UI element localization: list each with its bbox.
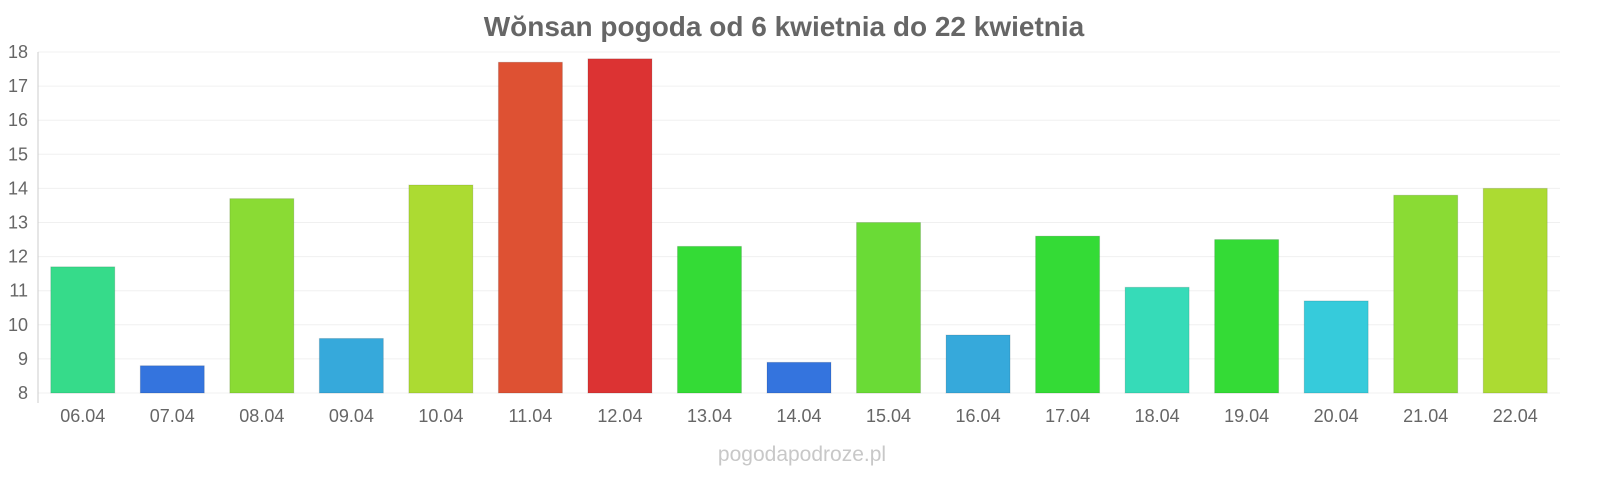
bar-19.04[interactable] [1214, 239, 1280, 394]
x-tick-label: 07.04 [150, 406, 195, 426]
x-tick-label: 16.04 [956, 406, 1001, 426]
x-tick-label: 13.04 [687, 406, 732, 426]
bar-11.04[interactable] [497, 61, 563, 394]
y-tick-label: 17 [8, 76, 28, 96]
y-tick-label: 13 [8, 213, 28, 233]
bar-06.04[interactable] [50, 266, 116, 394]
bar-21.04[interactable] [1393, 194, 1459, 394]
y-tick-label: 11 [9, 281, 28, 301]
bar-08.04[interactable] [229, 198, 295, 394]
x-tick-label: 12.04 [597, 406, 642, 426]
x-tick-label: 11.04 [509, 406, 553, 426]
watermark: pogodapodroze.pl [718, 443, 886, 466]
x-tick-label: 21.04 [1403, 406, 1448, 426]
x-tick-label: 22.04 [1493, 406, 1538, 426]
y-tick-label: 16 [8, 110, 28, 130]
x-tick-label: 06.04 [60, 406, 105, 426]
bar-12.04[interactable] [587, 58, 653, 394]
x-tick-label: 19.04 [1224, 406, 1269, 426]
y-tick-label: 18 [8, 42, 28, 62]
x-tick-label: 15.04 [866, 406, 911, 426]
bar-18.04[interactable] [1124, 286, 1190, 394]
y-tick-label: 9 [18, 349, 28, 369]
y-tick-label: 8 [18, 383, 28, 403]
x-tick-label: 08.04 [239, 406, 284, 426]
x-tick-label: 17.04 [1045, 406, 1090, 426]
y-tick-label: 15 [8, 144, 28, 164]
bar-16.04[interactable] [945, 334, 1011, 394]
chart-title: Wŏnsan pogoda od 6 kwietnia do 22 kwietn… [484, 11, 1085, 42]
bar-09.04[interactable] [318, 337, 384, 394]
x-tick-label: 18.04 [1135, 406, 1180, 426]
x-tick-label: 14.04 [776, 406, 821, 426]
y-tick-label: 14 [8, 178, 28, 198]
bar-20.04[interactable] [1303, 300, 1369, 394]
bar-07.04[interactable] [139, 365, 205, 394]
y-tick-label: 12 [8, 247, 28, 267]
x-tick-label: 09.04 [329, 406, 374, 426]
bar-22.04[interactable] [1482, 187, 1548, 394]
x-tick-label: 20.04 [1314, 406, 1359, 426]
y-tick-label: 10 [8, 315, 28, 335]
bar-14.04[interactable] [766, 361, 832, 394]
bar-13.04[interactable] [676, 245, 742, 394]
bar-10.04[interactable] [408, 184, 474, 394]
bar-17.04[interactable] [1035, 235, 1101, 394]
x-tick-label: 10.04 [418, 406, 463, 426]
bar-15.04[interactable] [856, 222, 922, 394]
